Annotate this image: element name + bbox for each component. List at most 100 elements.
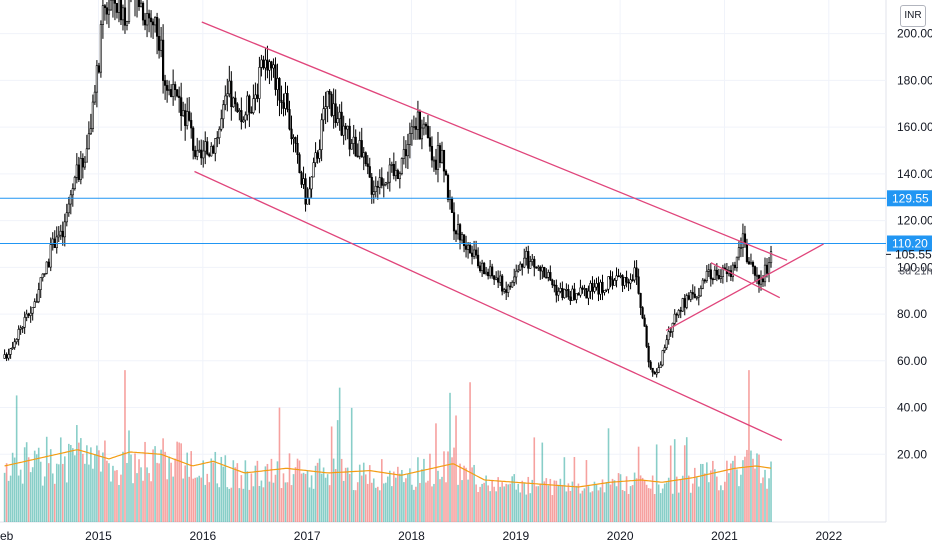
- volume-bar: [76, 425, 78, 522]
- candle-body: [162, 39, 165, 81]
- candle-body: [765, 264, 769, 274]
- volume-bar: [276, 461, 279, 522]
- candle-body: [170, 89, 173, 97]
- candle-body: [468, 244, 472, 254]
- candle-body: [545, 276, 548, 279]
- candle-body: [487, 271, 490, 277]
- candle-body: [579, 287, 582, 296]
- candle-body: [741, 233, 745, 248]
- trendline-rising-support[interactable]: [665, 243, 824, 331]
- volume-bar: [716, 476, 718, 522]
- volume-bar: [13, 457, 16, 522]
- currency-badge[interactable]: INR: [900, 5, 926, 27]
- volume-bar: [74, 455, 76, 522]
- volume-bar: [519, 492, 522, 522]
- volume-bar: [226, 487, 229, 522]
- trendline-short-resistance[interactable]: [710, 262, 781, 299]
- volume-bar: [479, 486, 481, 522]
- candle-body: [591, 282, 594, 292]
- candle-body: [139, 2, 143, 7]
- volume-bar: [332, 458, 335, 522]
- candle-body: [230, 80, 233, 108]
- volume-bar: [92, 468, 94, 522]
- candle-body: [316, 152, 319, 159]
- trendline-channel-lower[interactable]: [194, 170, 783, 441]
- candle-body: [412, 126, 415, 128]
- candle-body: [254, 94, 257, 99]
- candle-body: [563, 289, 566, 298]
- candle-body: [739, 247, 743, 249]
- volume-bar: [589, 492, 592, 522]
- candle-body: [709, 269, 712, 280]
- time-axis[interactable]: eb 2015 2016 2017 2018 2019 2020 2021 2022: [0, 529, 842, 543]
- volume-bar: [366, 483, 369, 522]
- candle-body: [266, 59, 269, 71]
- volume-bar: [449, 392, 451, 522]
- candle-body: [238, 110, 241, 112]
- candle-body: [418, 111, 422, 140]
- volume-bar: [601, 479, 604, 522]
- volume-bar: [734, 455, 736, 522]
- candle-body: [264, 59, 267, 69]
- trendline-channel-upper[interactable]: [201, 21, 788, 261]
- price-axis[interactable]: 220.00200.00180.00160.00140.00120.00100.…: [897, 0, 932, 462]
- volume-bar: [370, 482, 373, 522]
- candle-body: [248, 95, 251, 113]
- candle-body: [85, 148, 88, 163]
- volume-bar: [190, 451, 192, 522]
- volume-bar: [120, 474, 122, 522]
- candle-body: [501, 275, 504, 292]
- candle-body: [408, 133, 411, 145]
- volume-bar: [168, 456, 170, 522]
- candle-body: [168, 89, 171, 91]
- volume-bar: [505, 483, 507, 522]
- candle-body: [338, 111, 341, 119]
- candle-body: [515, 270, 518, 278]
- candle-body: [477, 254, 480, 267]
- candle-body: [95, 65, 98, 93]
- volume-bar: [236, 463, 239, 522]
- candle-body: [272, 64, 275, 69]
- price-tick-label: 60.00: [897, 354, 927, 368]
- candle-body: [462, 234, 466, 247]
- volume-bar: [218, 487, 221, 522]
- volume-bar: [364, 474, 367, 522]
- volume-bar: [483, 482, 485, 522]
- trendlines[interactable]: [194, 21, 824, 441]
- candle-body: [507, 285, 510, 293]
- candle-body: [454, 230, 458, 235]
- horizontal-levels[interactable]: [0, 197, 886, 244]
- candle-body: [39, 277, 42, 290]
- volume-bar: [425, 482, 427, 522]
- candle-body: [280, 99, 283, 103]
- candle-body: [549, 272, 552, 281]
- candle-body: [639, 293, 642, 308]
- volume-bar: [627, 493, 630, 522]
- volume-bar: [150, 481, 152, 522]
- candle-body: [396, 170, 399, 180]
- volume-bar: [290, 485, 293, 522]
- candle-body: [370, 176, 373, 195]
- candle-body: [543, 267, 546, 278]
- time-tick-label: 2022: [815, 529, 842, 543]
- volume-bar: [61, 463, 64, 522]
- candle-body: [430, 146, 434, 161]
- candle-body: [123, 7, 127, 26]
- volume-bar: [770, 461, 772, 522]
- volume-bar: [744, 456, 746, 522]
- candle-body: [246, 95, 249, 116]
- volume-bar: [114, 470, 116, 522]
- candle-body: [635, 267, 638, 278]
- candle-body: [737, 247, 741, 258]
- volume-bar: [487, 485, 489, 522]
- volume-bar: [431, 486, 433, 522]
- volume-bar: [653, 493, 656, 522]
- candle-body: [717, 274, 720, 279]
- candle-body: [585, 288, 588, 299]
- candle-body: [346, 125, 349, 130]
- candle-body: [208, 153, 211, 157]
- volume-bar: [224, 455, 227, 522]
- candle-body: [29, 312, 32, 316]
- candle-body: [97, 65, 101, 73]
